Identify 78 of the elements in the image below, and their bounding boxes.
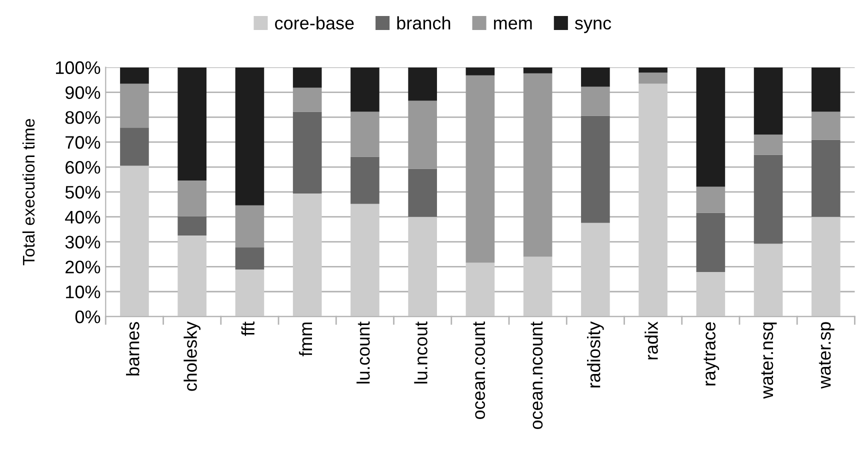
- legend-label: sync: [574, 20, 612, 34]
- bar: [754, 244, 783, 317]
- bar: [754, 154, 783, 244]
- bar: [523, 256, 552, 317]
- bar: [350, 67, 380, 112]
- x-tick-label: radix: [644, 322, 658, 360]
- x-tick-label: fmm: [298, 322, 312, 356]
- legend-label: core-base: [275, 16, 354, 30]
- y-tick-label: 30%: [65, 236, 100, 249]
- bar: [581, 116, 610, 223]
- bar: [350, 112, 380, 157]
- bar: [812, 67, 840, 112]
- bar: [178, 236, 206, 317]
- bar: [178, 180, 206, 216]
- bar: [292, 112, 322, 194]
- y-tick-label: 70%: [66, 136, 100, 149]
- bar: [408, 100, 437, 169]
- bar: [466, 262, 495, 317]
- bar: [638, 67, 668, 73]
- x-tick-label: lu.count: [356, 322, 370, 384]
- bar: [581, 86, 610, 116]
- bar: [696, 186, 726, 213]
- x-tick-label: cholesky: [184, 321, 200, 391]
- bar: [696, 272, 726, 317]
- bar: [120, 166, 149, 317]
- bar: [754, 67, 783, 135]
- x-tick-label: raytrace: [704, 322, 720, 386]
- bar: [581, 222, 610, 317]
- bar: [235, 205, 264, 248]
- bar: [812, 216, 840, 317]
- bar: [754, 134, 783, 155]
- y-tick-label: 20%: [66, 260, 100, 274]
- x-tick-label: radiosity: [587, 321, 604, 388]
- bar: [292, 193, 322, 317]
- bar: [235, 269, 264, 317]
- bar: [178, 67, 206, 180]
- y-tick-label: 0%: [75, 310, 100, 324]
- bar: [523, 67, 552, 74]
- bar: [408, 168, 437, 217]
- bar: [812, 112, 840, 140]
- x-tick-label: ocean.ncount: [530, 322, 543, 430]
- x-tick-label: barnes: [126, 322, 140, 376]
- x-tick-label: ocean.count: [473, 322, 486, 420]
- x-tick-label: water.nsq: [761, 322, 777, 399]
- y-tick-label: 50%: [65, 186, 100, 199]
- bar: [408, 216, 437, 317]
- bar: [178, 216, 206, 236]
- bar: [696, 212, 726, 272]
- bar: [292, 88, 322, 112]
- y-tick-label: 80%: [65, 111, 100, 124]
- bar: [408, 67, 437, 101]
- bar: [812, 140, 840, 217]
- bar: [292, 67, 322, 88]
- bar: [350, 156, 380, 204]
- x-tick-label: fft: [241, 322, 255, 336]
- legend-label: branch: [397, 16, 450, 30]
- bar: [466, 67, 495, 76]
- y-tick-label: 90%: [66, 86, 100, 99]
- bar: [696, 67, 726, 187]
- bar: [235, 248, 264, 270]
- legend-label: mem: [494, 20, 532, 30]
- y-tick-label: 40%: [65, 210, 100, 224]
- bar: [638, 84, 668, 317]
- bar: [120, 67, 149, 84]
- y-tick-label: 10%: [66, 286, 100, 298]
- bar: [466, 75, 495, 263]
- bar: [120, 128, 149, 166]
- x-tick-label: water.sp: [818, 322, 834, 389]
- bar: [120, 84, 149, 128]
- bar: [581, 67, 610, 87]
- bar: [350, 204, 380, 317]
- bar: [235, 67, 264, 206]
- bar: [638, 72, 668, 84]
- y-axis-title: Total execution time: [22, 119, 35, 266]
- y-tick-label: 60%: [66, 160, 100, 174]
- bar: [523, 73, 552, 257]
- y-tick-label: 100%: [56, 61, 100, 74]
- x-tick-label: lu.ncout: [414, 322, 428, 384]
